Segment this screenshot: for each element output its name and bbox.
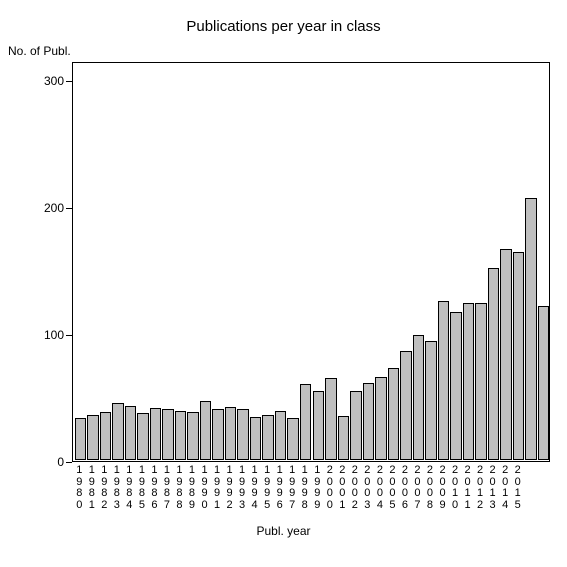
x-tick-label: 1993 — [236, 465, 249, 511]
bar — [262, 415, 274, 460]
bar — [538, 306, 550, 460]
y-tick — [66, 81, 72, 82]
bar — [200, 401, 212, 460]
bar — [463, 303, 475, 460]
x-tick-label: 2000 — [324, 465, 337, 511]
bar — [100, 412, 112, 460]
x-tick-label: 1988 — [173, 465, 186, 511]
bar — [525, 198, 537, 460]
bar — [275, 411, 287, 460]
x-tick-label: 1990 — [198, 465, 211, 511]
x-tick-label: 2007 — [411, 465, 424, 511]
bar — [450, 312, 462, 460]
x-tick-label: 1994 — [248, 465, 261, 511]
x-tick-label: 1992 — [223, 465, 236, 511]
x-tick-label: 2005 — [386, 465, 399, 511]
x-tick-label: 1991 — [211, 465, 224, 511]
bar — [137, 413, 149, 460]
y-tick-label: 0 — [24, 455, 64, 469]
x-tick-label: 2002 — [349, 465, 362, 511]
bar — [300, 384, 312, 460]
y-tick — [66, 208, 72, 209]
bar — [313, 391, 325, 460]
x-tick-label: 1983 — [111, 465, 124, 511]
bar — [287, 418, 299, 460]
bar — [237, 409, 249, 460]
bars-container — [73, 63, 549, 461]
x-tick-label: 2001 — [336, 465, 349, 511]
bar — [325, 378, 337, 460]
y-axis-title: No. of Publ. — [8, 44, 71, 58]
bar — [400, 351, 412, 460]
x-tick-label: 1999 — [311, 465, 324, 511]
bar — [75, 418, 87, 460]
x-tick-label: 1981 — [86, 465, 99, 511]
y-tick-label: 200 — [24, 201, 64, 215]
x-tick-label: 1982 — [98, 465, 111, 511]
bar — [212, 409, 224, 460]
bar — [162, 409, 174, 460]
bar — [250, 417, 262, 460]
bar — [438, 301, 450, 460]
bar — [413, 335, 425, 460]
bar — [150, 408, 162, 460]
bar — [425, 341, 437, 460]
bar — [375, 377, 387, 460]
x-tick-label: 1995 — [261, 465, 274, 511]
x-tick-label: 1997 — [286, 465, 299, 511]
x-tick-label: 2009 — [436, 465, 449, 511]
bar — [475, 303, 487, 460]
x-tick-label: 1985 — [136, 465, 149, 511]
x-tick-label: 1986 — [148, 465, 161, 511]
bar — [513, 252, 525, 460]
x-tick-label: 2012 — [474, 465, 487, 511]
x-tick-label: 2011 — [461, 465, 474, 511]
x-tick-label: 2010 — [449, 465, 462, 511]
x-tick-label: 2008 — [424, 465, 437, 511]
bar — [350, 391, 362, 460]
bar — [87, 415, 99, 460]
bar — [125, 406, 137, 460]
x-tick-label: 1984 — [123, 465, 136, 511]
y-tick-label: 100 — [24, 328, 64, 342]
bar — [488, 268, 500, 460]
x-tick-label: 2006 — [399, 465, 412, 511]
x-tick-label: 1998 — [298, 465, 311, 511]
x-tick-label: 2013 — [486, 465, 499, 511]
bar — [388, 368, 400, 460]
x-tick-label: 1996 — [273, 465, 286, 511]
x-tick-label: 1987 — [161, 465, 174, 511]
bar — [175, 411, 187, 460]
x-tick-label: 1980 — [73, 465, 86, 511]
bar — [338, 416, 350, 460]
x-tick-label: 2015 — [511, 465, 524, 511]
bar — [225, 407, 237, 460]
x-tick-label: 2004 — [374, 465, 387, 511]
chart-title: Publications per year in class — [0, 18, 567, 35]
bar — [187, 412, 199, 460]
x-tick-label: 2014 — [499, 465, 512, 511]
bar — [363, 383, 375, 460]
x-tick-label: 2003 — [361, 465, 374, 511]
plot-area — [72, 62, 550, 462]
bar — [112, 403, 124, 460]
x-axis-title: Publ. year — [0, 524, 567, 538]
y-tick — [66, 462, 72, 463]
publications-bar-chart: Publications per year in class No. of Pu… — [0, 0, 567, 567]
y-tick-label: 300 — [24, 74, 64, 88]
x-tick-label: 1989 — [186, 465, 199, 511]
y-tick — [66, 335, 72, 336]
bar — [500, 249, 512, 460]
